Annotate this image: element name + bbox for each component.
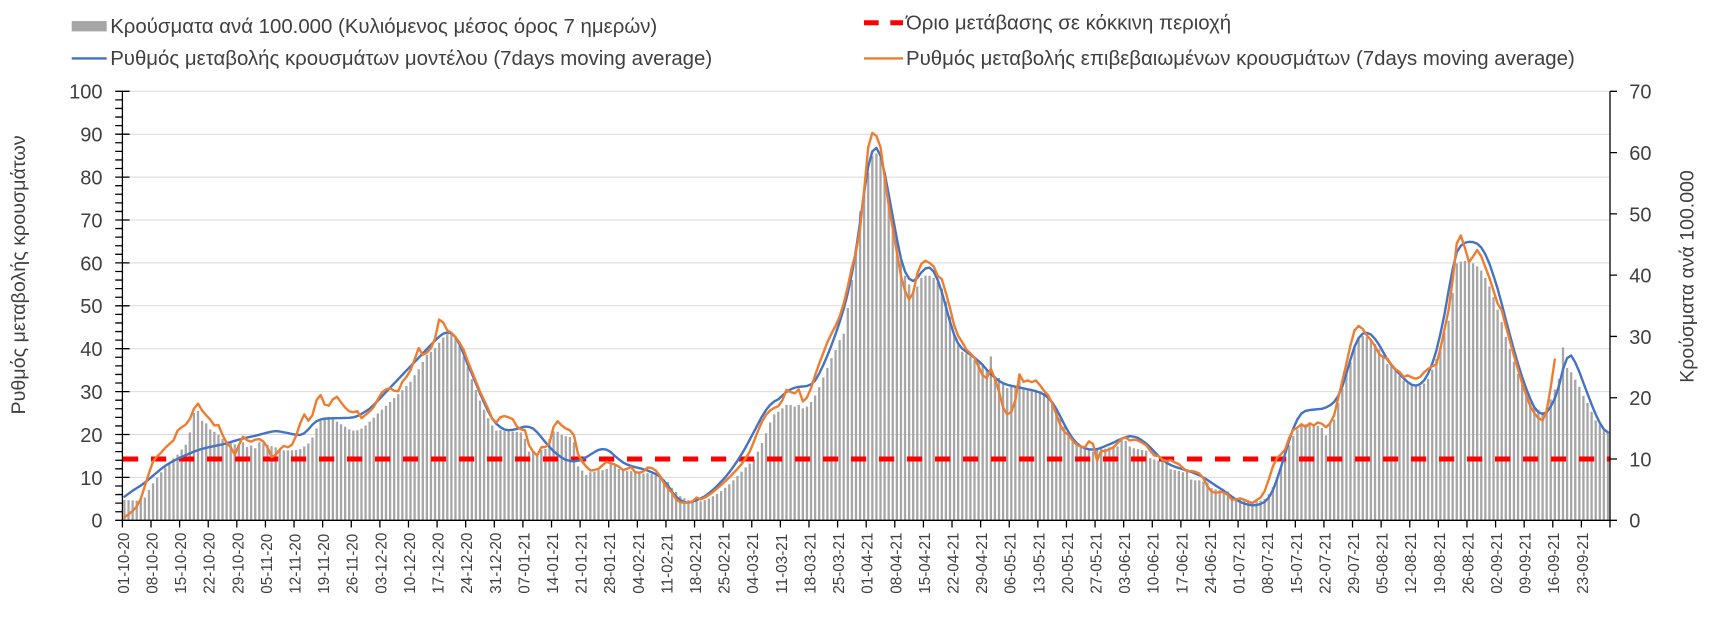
svg-text:30: 30 <box>1629 327 1651 349</box>
svg-text:11-02-21: 11-02-21 <box>659 534 676 594</box>
svg-text:07-01-21: 07-01-21 <box>516 533 533 594</box>
svg-text:08-04-21: 08-04-21 <box>888 533 905 594</box>
svg-text:12-08-21: 12-08-21 <box>1403 533 1420 594</box>
svg-text:16-09-21: 16-09-21 <box>1546 533 1563 594</box>
svg-text:31-12-20: 31-12-20 <box>488 533 505 594</box>
svg-text:Όριο μετάβασης σε κόκκινη περι: Όριο μετάβασης σε κόκκινη περιοχή <box>905 13 1231 35</box>
svg-text:18-02-21: 18-02-21 <box>688 533 705 594</box>
svg-text:70: 70 <box>80 210 102 232</box>
svg-text:25-02-21: 25-02-21 <box>717 533 734 594</box>
svg-text:27-05-21: 27-05-21 <box>1089 533 1106 594</box>
svg-text:100: 100 <box>69 82 102 104</box>
svg-text:22-10-20: 22-10-20 <box>202 533 219 594</box>
svg-text:60: 60 <box>80 253 102 275</box>
svg-text:18-03-21: 18-03-21 <box>802 533 819 594</box>
svg-text:25-03-21: 25-03-21 <box>831 533 848 594</box>
svg-text:50: 50 <box>1629 204 1651 226</box>
svg-text:23-09-21: 23-09-21 <box>1575 533 1592 594</box>
svg-text:40: 40 <box>80 339 102 361</box>
svg-text:29-04-21: 29-04-21 <box>974 533 991 594</box>
svg-text:15-04-21: 15-04-21 <box>917 533 934 594</box>
svg-text:30: 30 <box>80 382 102 404</box>
svg-text:20-05-21: 20-05-21 <box>1060 533 1077 594</box>
svg-text:17-12-20: 17-12-20 <box>431 533 448 594</box>
svg-text:28-01-21: 28-01-21 <box>602 533 619 594</box>
svg-text:24-12-20: 24-12-20 <box>459 533 476 594</box>
svg-text:Ρυθμός μεταβολής κρουσμάτων: Ρυθμός μεταβολής κρουσμάτων <box>8 135 30 414</box>
svg-text:03-12-20: 03-12-20 <box>373 533 390 594</box>
svg-text:70: 70 <box>1629 82 1651 104</box>
svg-text:12-11-20: 12-11-20 <box>288 534 305 594</box>
svg-text:50: 50 <box>80 296 102 318</box>
svg-text:01-04-21: 01-04-21 <box>860 533 877 594</box>
svg-text:26-11-20: 26-11-20 <box>345 534 362 594</box>
svg-text:10-06-21: 10-06-21 <box>1146 533 1163 594</box>
svg-text:11-03-21: 11-03-21 <box>774 534 791 594</box>
svg-text:20: 20 <box>80 425 102 447</box>
svg-text:03-06-21: 03-06-21 <box>1117 533 1134 594</box>
svg-text:22-04-21: 22-04-21 <box>945 533 962 594</box>
svg-text:04-03-21: 04-03-21 <box>745 533 762 594</box>
svg-text:15-07-21: 15-07-21 <box>1289 533 1306 594</box>
svg-text:80: 80 <box>80 168 102 190</box>
svg-text:24-06-21: 24-06-21 <box>1203 533 1220 594</box>
svg-text:0: 0 <box>91 511 102 533</box>
svg-text:Κρούσματα ανά 100.000: Κρούσματα ανά 100.000 <box>1677 170 1699 383</box>
svg-text:10-12-20: 10-12-20 <box>402 533 419 594</box>
svg-text:Ρυθμός μεταβολής κρουσμάτων μο: Ρυθμός μεταβολής κρουσμάτων μοντέλου (7d… <box>110 48 712 70</box>
svg-text:06-05-21: 06-05-21 <box>1003 533 1020 594</box>
svg-text:29-10-20: 29-10-20 <box>230 533 247 594</box>
svg-text:04-02-21: 04-02-21 <box>631 533 648 594</box>
svg-text:08-07-21: 08-07-21 <box>1260 533 1277 594</box>
svg-text:22-07-21: 22-07-21 <box>1317 533 1334 594</box>
svg-text:02-09-21: 02-09-21 <box>1489 533 1506 594</box>
svg-text:21-01-21: 21-01-21 <box>574 533 591 594</box>
svg-text:10: 10 <box>80 468 102 490</box>
svg-text:01-10-20: 01-10-20 <box>116 533 133 594</box>
svg-text:19-08-21: 19-08-21 <box>1432 533 1449 594</box>
svg-text:15-10-20: 15-10-20 <box>173 533 190 594</box>
svg-text:09-09-21: 09-09-21 <box>1518 533 1535 594</box>
svg-text:29-07-21: 29-07-21 <box>1346 533 1363 594</box>
svg-text:17-06-21: 17-06-21 <box>1174 533 1191 594</box>
svg-text:Ρυθμός μεταβολής επιβεβαιωμένω: Ρυθμός μεταβολής επιβεβαιωμένων κρουσμάτ… <box>906 48 1575 70</box>
svg-text:90: 90 <box>80 125 102 147</box>
svg-text:26-08-21: 26-08-21 <box>1460 533 1477 594</box>
svg-text:13-05-21: 13-05-21 <box>1031 533 1048 594</box>
svg-text:0: 0 <box>1629 511 1640 533</box>
svg-text:Κρούσματα ανά 100.000 (Κυλιόμε: Κρούσματα ανά 100.000 (Κυλιόμενος μέσος … <box>110 16 657 38</box>
svg-text:10: 10 <box>1629 449 1651 471</box>
svg-text:05-08-21: 05-08-21 <box>1375 533 1392 594</box>
svg-text:60: 60 <box>1629 143 1651 165</box>
svg-text:19-11-20: 19-11-20 <box>316 534 333 594</box>
svg-text:08-10-20: 08-10-20 <box>144 533 161 594</box>
svg-text:20: 20 <box>1629 388 1651 410</box>
svg-text:14-01-21: 14-01-21 <box>545 533 562 594</box>
svg-text:01-07-21: 01-07-21 <box>1232 533 1249 594</box>
svg-text:05-11-20: 05-11-20 <box>259 534 276 594</box>
svg-text:40: 40 <box>1629 266 1651 288</box>
